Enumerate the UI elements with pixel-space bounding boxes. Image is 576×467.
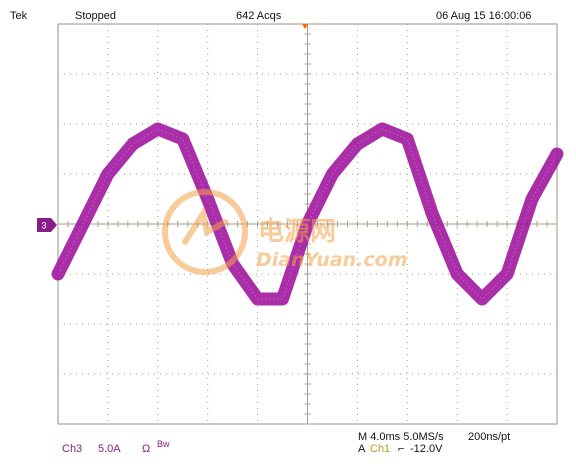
brand-label: Tek <box>10 10 28 22</box>
acquisition-count: 642 Acqs <box>236 10 282 22</box>
impedance-symbol: Ω <box>142 443 151 455</box>
watermark-logo-icon <box>162 189 248 275</box>
dianyuan-watermark: 电源网 DianYuan.com <box>162 189 408 275</box>
watermark-cn-text: 电源网 <box>258 217 336 247</box>
record-length-label: 200ns/pt <box>468 431 511 443</box>
trigger-position-marker-icon <box>302 24 308 29</box>
ch3-trace <box>51 122 564 306</box>
watermark-en-text: DianYuan.com <box>256 249 408 271</box>
trigger-level: -12.0V <box>410 443 443 455</box>
run-state-label: Stopped <box>75 10 116 22</box>
status-bar: Tek Stopped 642 Acqs 06 Aug 15 16:00:06 <box>0 0 576 24</box>
timebase-label: M 4.0ms 5.0MS/s <box>358 431 444 443</box>
datetime-label: 06 Aug 15 16:00:06 <box>436 10 532 22</box>
channel-scale: 5.0A <box>98 443 121 455</box>
channel-label: Ch3 <box>62 443 83 455</box>
trigger-source: Ch1 <box>370 443 391 455</box>
ch3-ground-marker[interactable]: 3 <box>37 218 57 232</box>
bandwidth-limit-label: Bw <box>157 439 170 449</box>
trigger-slope-icon: ⌐ <box>398 443 405 455</box>
trigger-prefix: A <box>358 443 366 455</box>
graticule <box>57 23 558 425</box>
plug-icon <box>182 206 228 245</box>
ch3-marker-label: 3 <box>41 221 46 231</box>
